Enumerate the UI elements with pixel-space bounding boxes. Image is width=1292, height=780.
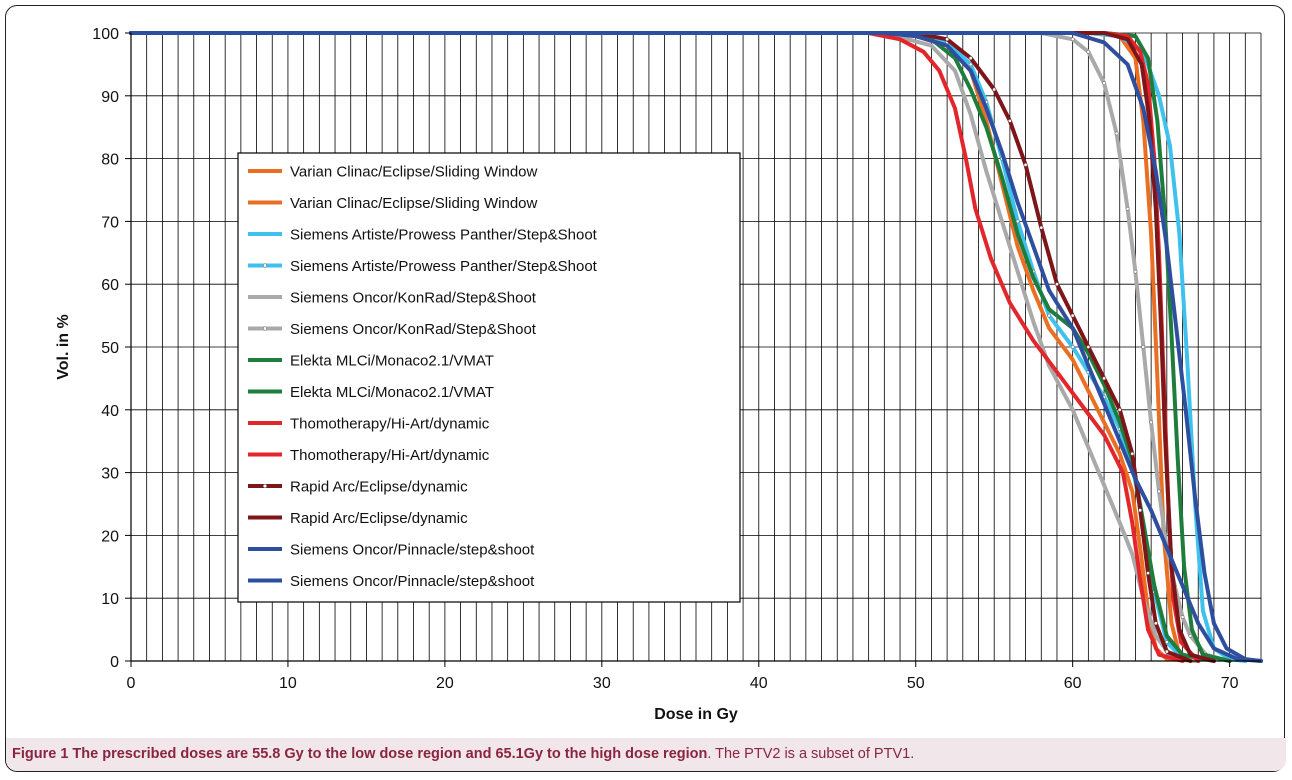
series-point <box>1102 376 1106 381</box>
dvh-chart: 0 10 20 30 40 50 60 70 0 10 20 30 40 50 60 70 80 90 100 Do… <box>55 26 1263 723</box>
series-point <box>1180 615 1185 619</box>
y-tick-label: 100 <box>92 26 119 43</box>
series-point <box>968 56 973 60</box>
series-point <box>1141 345 1146 349</box>
series-point <box>1055 282 1059 287</box>
series-point <box>1015 219 1020 224</box>
y-tick-label: 0 <box>110 654 119 671</box>
x-tick-label: 70 <box>1221 675 1239 692</box>
y-tick-label: 20 <box>101 528 119 545</box>
y-tick-label: 80 <box>101 152 119 169</box>
series-line-7 <box>129 31 1216 663</box>
chart-series <box>129 31 1263 663</box>
legend-label: Thomotherapy/Hi-Art/dynamic <box>290 447 490 464</box>
series-point <box>1157 489 1161 494</box>
figure-frame: 0 10 20 30 40 50 60 70 0 10 20 30 40 50 60 70 80 90 100 Do… <box>5 5 1285 772</box>
series-point <box>1164 649 1169 654</box>
legend-label: Elekta MLCi/Monaco2.1/VMAT <box>290 353 494 370</box>
series-point <box>1008 119 1012 123</box>
y-tick-label: 60 <box>101 277 119 294</box>
x-axis-label: Dose in Gy <box>654 706 738 723</box>
series-point <box>1070 37 1075 42</box>
x-tick-label: 10 <box>279 675 297 692</box>
series-point <box>1023 163 1028 167</box>
y-tick-label: 40 <box>101 403 119 420</box>
legend-box <box>237 152 741 603</box>
series-point <box>1039 225 1044 230</box>
figure-caption: Figure 1 The prescribed doses are 55.8 G… <box>6 738 1286 771</box>
y-axis-label: Vol. in % <box>55 314 72 379</box>
x-tick-label: 40 <box>750 675 768 692</box>
x-tick-label: 50 <box>907 675 925 692</box>
series-line-9 <box>129 31 1185 663</box>
series-line-8 <box>129 31 1232 663</box>
x-tick-label: 0 <box>127 675 136 692</box>
legend-label: Siemens Oncor/Pinnacle/step&shoot <box>290 573 535 590</box>
y-tick-label: 50 <box>101 340 119 357</box>
series-point <box>992 87 997 92</box>
series-point <box>1188 634 1193 638</box>
series-point <box>1047 313 1051 318</box>
y-tick-label: 30 <box>101 466 119 483</box>
series-point <box>1138 508 1143 513</box>
series-point <box>1070 313 1075 318</box>
chart-axes <box>125 32 1261 667</box>
series-point <box>1146 571 1150 575</box>
chart-tick-labels: 0 10 20 30 40 50 60 70 0 10 20 30 40 50 60 70 80 90 100 <box>92 26 1238 692</box>
series-point <box>1149 420 1153 425</box>
y-tick-label: 70 <box>101 214 119 231</box>
caption-text: . The PTV2 is a subset of PTV1. <box>707 746 915 762</box>
legend-label: Elekta MLCi/Monaco2.1/VMAT <box>290 384 494 401</box>
series-point <box>1130 451 1135 456</box>
legend-label: Siemens Oncor/KonRad/Step&Shoot <box>290 321 537 338</box>
x-tick-label: 30 <box>593 675 611 692</box>
legend-label: Thomotherapy/Hi-Art/dynamic <box>290 416 490 433</box>
series-point <box>1102 81 1106 86</box>
series-point <box>945 37 949 42</box>
series-point <box>968 62 973 67</box>
series-line-12 <box>129 31 1216 663</box>
legend-label: Siemens Artiste/Prowess Panther/Step&Sho… <box>290 258 598 275</box>
series-line-13 <box>129 31 1263 663</box>
series-point <box>1070 345 1075 349</box>
x-tick-label: 20 <box>436 675 454 692</box>
legend-marker <box>262 263 268 268</box>
series-point <box>1133 269 1138 274</box>
series-line-14 <box>129 31 1263 663</box>
legend-label: Varian Clinac/Eclipse/Sliding Window <box>290 195 537 212</box>
legend-label: Varian Clinac/Eclipse/Sliding Window <box>290 164 537 181</box>
legend-marker <box>262 326 268 331</box>
legend-label: Siemens Oncor/KonRad/Step&Shoot <box>290 290 537 307</box>
series-point <box>1086 345 1091 349</box>
chart-legend: Varian Clinac/Eclipse/Sliding Window Vari… <box>237 152 741 603</box>
y-tick-label: 10 <box>101 591 119 608</box>
caption-bold: Figure 1 The prescribed doses are 55.8 G… <box>12 746 708 762</box>
series-point <box>1117 407 1122 412</box>
series-point <box>1125 206 1130 211</box>
y-tick-label: 90 <box>101 89 119 106</box>
legend-marker <box>262 483 268 489</box>
series-point <box>1086 49 1091 54</box>
legend-label: Siemens Oncor/Pinnacle/step&shoot <box>290 542 535 559</box>
series-point <box>1153 621 1158 626</box>
legend-label: Rapid Arc/Eclipse/dynamic <box>290 479 468 496</box>
x-tick-label: 60 <box>1064 675 1082 692</box>
series-point <box>1114 131 1119 136</box>
series-point <box>1164 640 1169 645</box>
legend-label: Siemens Artiste/Prowess Panther/Step&Sho… <box>290 227 598 244</box>
legend-label: Rapid Arc/Eclipse/dynamic <box>290 510 468 527</box>
